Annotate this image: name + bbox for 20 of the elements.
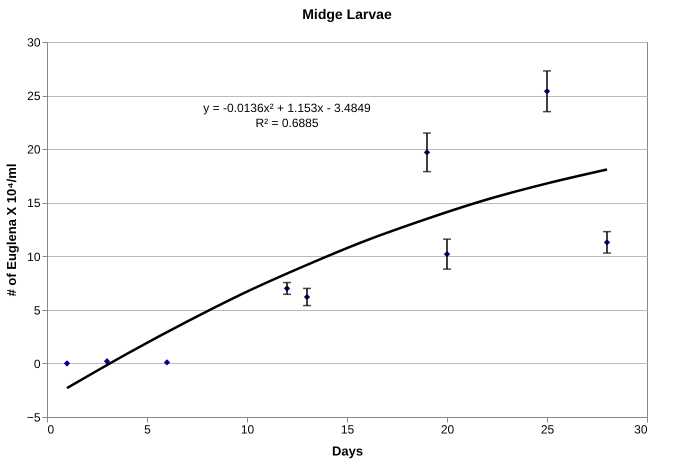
x-tick-label: 0 [48, 422, 54, 436]
annotation: R² = 0.6885 [255, 116, 319, 130]
x-tick-label: 30 [634, 422, 648, 436]
y-tick-label: 10 [27, 250, 41, 264]
x-axis-title: Days [332, 444, 364, 458]
x-tick-label: 10 [240, 422, 254, 436]
y-tick-label: 15 [27, 196, 41, 210]
y-tick-label: 20 [27, 142, 41, 157]
y-tick-label: 30 [27, 36, 41, 50]
x-tick-label: 15 [340, 422, 354, 436]
chart-title: Midge Larvae [302, 6, 392, 22]
annotation: y = -0.0136x² + 1.153x - 3.4849 [203, 101, 372, 115]
y-tick-label: 5 [34, 303, 41, 318]
y-tick-label: 0 [34, 356, 41, 371]
x-tick-label: 20 [440, 422, 454, 436]
y-axis-title: # of Euglena X 10⁴/ml [4, 164, 19, 296]
x-tick-label: 5 [144, 422, 152, 436]
y-tick-label: 25 [27, 89, 41, 104]
y-tick-label: −5 [26, 410, 41, 424]
x-tick-label: 25 [540, 422, 554, 436]
